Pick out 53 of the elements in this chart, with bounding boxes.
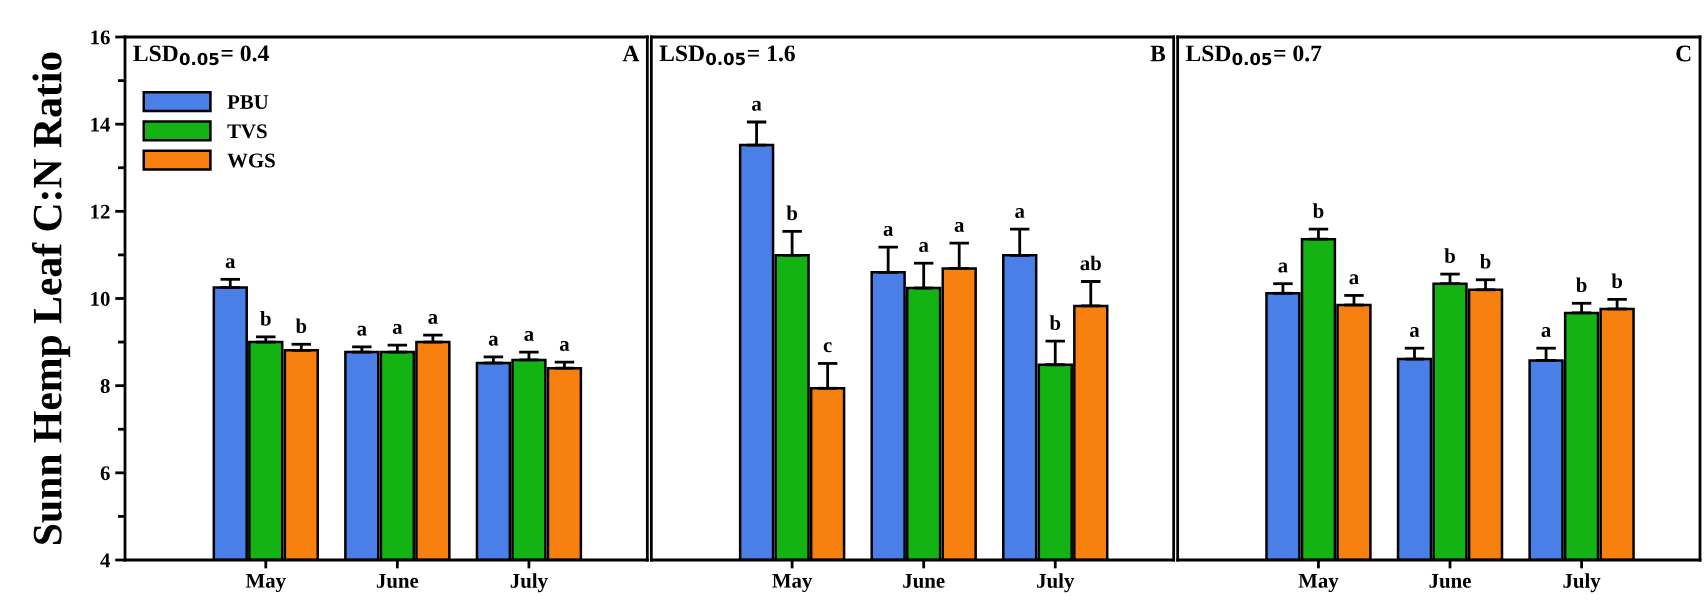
data-label: a [428,313,438,324]
annotation: C [1676,45,1691,62]
annotation: LSD$_{0.05}$= 1.6 [659,45,795,66]
data-label: b [1576,277,1587,293]
data-label: a [524,330,534,341]
data-label: b [1611,273,1623,289]
y-axis-title: Sunn Hemp Leaf C:N Ratio [31,52,71,544]
x-tick-label: July [510,573,548,593]
x-tick-label: July [1037,573,1075,593]
data-label: a [752,100,762,111]
y-tick-label: 10 [91,291,110,306]
x-tick-label: May [772,573,813,593]
x-tick-label: July [1563,573,1601,593]
data-label: a [1541,327,1551,338]
legend-label: PBU [227,95,269,110]
legend-label: WGS [227,153,275,168]
y-tick-label: 16 [91,30,110,45]
data-label: ab [1080,255,1101,271]
y-tick-label: 14 [91,117,111,132]
data-label: b [786,205,798,221]
annotation: LSD$_{0.05}$= 0.4 [133,45,269,66]
annotation: LSD$_{0.05}$= 0.7 [1185,45,1322,66]
data-label: b [1444,248,1455,263]
y-tick-label: 4 [100,553,111,568]
data-label: b [295,318,307,334]
data-label: a [559,340,570,351]
data-label: b [1049,315,1061,331]
data-label: b [1312,203,1324,219]
data-label: b [260,311,271,326]
data-label: a [883,225,894,236]
legend-label: TVS [227,124,267,139]
data-label: a [919,242,929,253]
data-label: a [1015,208,1025,219]
data-label: b [1480,253,1491,269]
x-tick-label: June [376,574,419,588]
x-tick-label: June [1429,574,1471,588]
annotation: B [1150,45,1166,62]
x-tick-label: May [245,573,286,593]
y-tick-label: 12 [91,204,110,219]
data-label: a [357,325,367,336]
data-label: a [954,221,965,232]
data-label: a [1349,274,1359,285]
data-label: c [823,342,832,353]
data-label: a [1409,327,1420,338]
y-tick-label: 6 [100,466,110,481]
y-tick-label: 8 [100,379,110,394]
x-tick-label: May [1298,573,1339,593]
data-label: a [392,323,403,334]
annotation: A [622,45,640,62]
x-tick-label: June [903,574,945,588]
data-label: a [488,335,499,346]
data-label: a [225,258,236,269]
data-label: a [1278,262,1288,273]
